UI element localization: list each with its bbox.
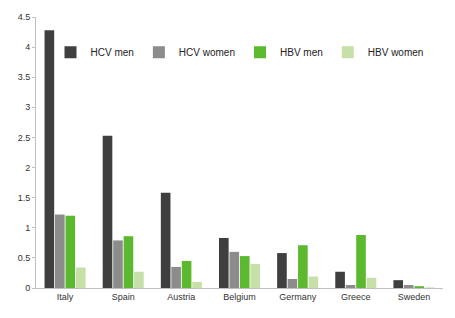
- svg-text:Greece: Greece: [341, 292, 371, 302]
- svg-text:2.5: 2.5: [18, 133, 31, 143]
- svg-text:1: 1: [25, 223, 30, 233]
- svg-text:Belgium: Belgium: [223, 292, 256, 302]
- svg-text:HBV women: HBV women: [368, 47, 424, 58]
- svg-text:Sweden: Sweden: [398, 292, 431, 302]
- svg-text:2: 2: [25, 163, 30, 173]
- svg-text:HCV men: HCV men: [91, 47, 134, 58]
- svg-text:HBV men: HBV men: [280, 47, 323, 58]
- svg-text:HCV women: HCV women: [179, 47, 235, 58]
- svg-text:Spain: Spain: [112, 292, 135, 302]
- svg-text:Austria: Austria: [167, 292, 195, 302]
- svg-text:4: 4: [25, 42, 30, 52]
- svg-text:1.5: 1.5: [18, 193, 31, 203]
- svg-text:Italy: Italy: [57, 292, 74, 302]
- svg-text:0: 0: [25, 283, 30, 293]
- svg-text:3: 3: [25, 102, 30, 112]
- svg-text:4.5: 4.5: [18, 12, 31, 22]
- svg-text:3.5: 3.5: [18, 72, 31, 82]
- svg-text:0.5: 0.5: [18, 253, 31, 263]
- svg-text:Germany: Germany: [279, 292, 317, 302]
